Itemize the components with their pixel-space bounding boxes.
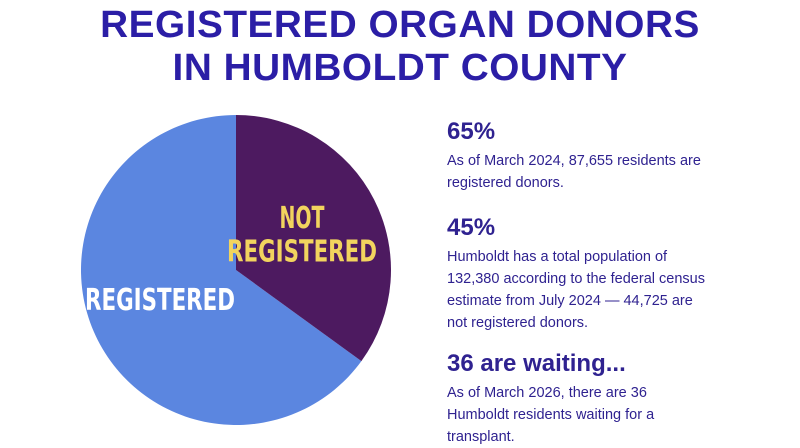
stat-block-waiting: 36 are waiting... As of March 2026, ther… [447,350,787,448]
stat-line: Humboldt residents waiting for a [447,407,655,423]
stat-line: not registered donors. [447,315,589,331]
page-title: REGISTERED ORGAN DONORS IN HUMBOLDT COUN… [0,4,800,90]
stat-description: As of March 2026, there are 36 Humboldt … [447,382,787,448]
pie-slice-registered [81,115,362,425]
stat-description: As of March 2024, 87,655 residents are r… [447,150,787,194]
stat-headline: 65% [447,118,496,145]
title-line-1: REGISTERED ORGAN DONORS [100,4,700,46]
pie-label-registered: REGISTERED [85,283,235,318]
stat-description: Humboldt has a total population of 132,3… [447,246,787,334]
pie-slice-not-registered [236,115,391,362]
stat-line: 132,380 according to the federal census [447,271,705,287]
stat-line: transplant. [447,429,515,445]
stat-line: estimate from July 2024 — 44,725 are [447,293,693,309]
stat-headline: 45% [447,214,496,241]
title-line-2: IN HUMBOLDT COUNTY [172,47,628,89]
stat-block-not-registered: 45% Humboldt has a total population of 1… [447,214,787,334]
stat-headline: 36 are waiting... [447,350,626,377]
stat-line: As of March 2024, 87,655 residents are [447,153,701,169]
stat-line: registered donors. [447,175,564,191]
stat-line: Humboldt has a total population of [447,249,668,265]
pie-label-not-registered: NOT REGISTERED [227,201,377,270]
stat-line: As of March 2026, there are 36 [447,385,647,401]
stat-block-registered: 65% As of March 2024, 87,655 residents a… [447,118,787,194]
pie-chart: REGISTERED NOT REGISTERED [81,115,391,425]
